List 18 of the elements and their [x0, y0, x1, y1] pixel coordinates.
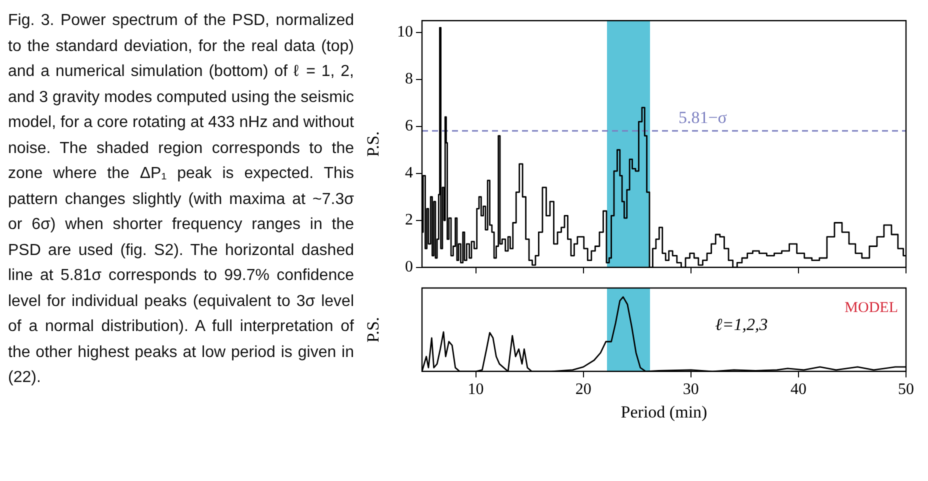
x-tick-label: 10 — [468, 381, 484, 398]
text: Fig. 3. Power spectrum of the PSD, normalized to the standard deviation, for the real data (top) and a numerical simulation (bottom) of ℓ = 1, 2, and 3 gravity modes computed using the seismic model, for a core rotating at 433 nHz and without noise. The shaded region corresponds to the zone where the ΔP₁ peak is expected. This pattern changes slightly (with maxima at ~7.3σ or 6σ) when shorter frequency ranges in the PSD are used (fig. S2). The horizontal dashed line at 5.81σ corresponds to 99.7% confidence level for individual peaks (equivalent to 3σ level of a normal distribution). A full interpretation of the other highest peaks at low period is given in (22). — [8, 12, 354, 386]
ref-line-label: 5.81−σ — [678, 108, 727, 127]
x-axis-title: Period (min) — [620, 402, 708, 422]
x-tick-label: 20 — [575, 381, 592, 398]
annotation: ℓ=1,2,3 — [715, 315, 768, 334]
x-tick-label: 40 — [790, 381, 806, 398]
y-axis-title: P.S. — [364, 316, 383, 342]
y-tick-label: 10 — [397, 24, 413, 41]
y-tick-label: 8 — [405, 70, 413, 88]
y-axis-title: P.S. — [364, 131, 383, 157]
x-tick-label: 30 — [682, 381, 699, 398]
y-tick-label: 0 — [405, 258, 413, 276]
y-tick-label: 2 — [405, 212, 413, 229]
x-tick-label: 50 — [898, 381, 914, 398]
y-tick-label: 4 — [405, 164, 413, 182]
annotation: MODEL — [844, 300, 898, 316]
y-tick-label: 6 — [405, 118, 413, 135]
